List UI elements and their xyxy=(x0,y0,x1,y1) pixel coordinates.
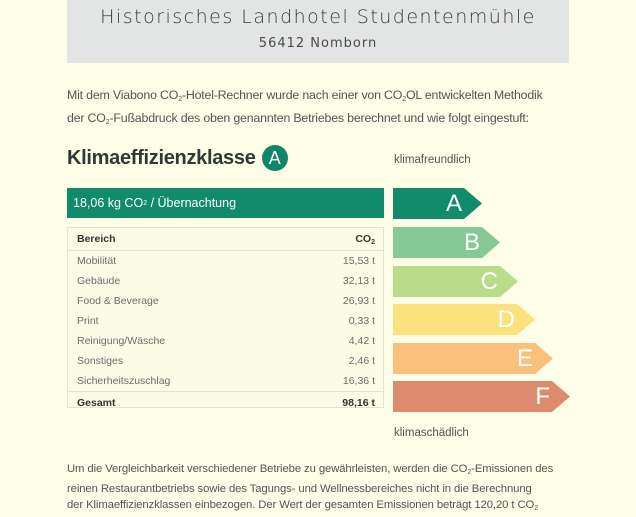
row-label: Food & Beverage xyxy=(77,295,159,307)
class-arrow-b: B xyxy=(393,227,500,258)
table-row: Gebäude 32,13 t xyxy=(68,271,383,291)
footer-text-part: reinen Restaurantbetriebs sowie des Tagu… xyxy=(67,483,532,495)
subscript: 2 xyxy=(143,199,148,207)
intro-text-part: OL entwickelten Methodik xyxy=(405,88,543,102)
row-label: Sicherheitszuschlag xyxy=(77,375,171,387)
co2-unit: / Übernachtung xyxy=(147,196,237,210)
column-header-co2: CO2 xyxy=(355,233,375,246)
footer-text-part: Um die Vergleichbarkeit verschiedener Be… xyxy=(67,463,468,475)
row-value: 4,42 t xyxy=(348,335,375,347)
class-arrow-f: F xyxy=(393,381,570,412)
subscript: 2 xyxy=(402,96,406,103)
row-label: Sonstiges xyxy=(77,355,124,367)
subscript: 2 xyxy=(371,238,375,246)
footer-text-part: -Emissionen des xyxy=(471,463,554,475)
scale-bottom-label: klimaschädlich xyxy=(394,427,469,439)
co2-label: CO xyxy=(355,232,372,245)
hotel-address: 56412 Nomborn xyxy=(258,36,378,51)
class-arrow-c: C xyxy=(393,266,518,297)
footer-text: Um die Vergleichbarkeit verschiedener Be… xyxy=(67,461,572,517)
row-label: Mobilität xyxy=(77,255,117,267)
row-value: 2,46 t xyxy=(348,355,375,367)
total-label: Gesamt xyxy=(77,396,116,409)
hotel-name: Historisches Landhotel Studentenmühle xyxy=(100,6,536,28)
hotel-header: Historisches Landhotel Studentenmühle 56… xyxy=(67,0,569,63)
table-row: Food & Beverage 26,93 t xyxy=(68,291,383,311)
intro-text-part: der CO xyxy=(67,111,106,125)
row-label: Print xyxy=(77,315,99,327)
subscript: 2 xyxy=(534,505,538,512)
efficiency-class-badge: A xyxy=(261,145,288,171)
table-row: Print 0,33 t xyxy=(68,311,383,331)
co2-value: 18,06 kg CO xyxy=(73,196,144,210)
table-row: Mobilität 15,53 t xyxy=(68,251,383,271)
scale-top-label: klimafreundlich xyxy=(394,154,471,166)
row-value: 15,53 t xyxy=(342,255,375,267)
intro-text: Mit dem Viabono CO2-Hotel-Rechner wurde … xyxy=(67,86,572,132)
class-arrow-d: D xyxy=(393,304,535,335)
class-arrow-e: E xyxy=(393,343,553,374)
emissions-table: Bereich CO2 Mobilität 15,53 t Gebäude 32,1… xyxy=(67,227,384,409)
co2-per-night-bar: 18,06 kg CO 2 / Übernachtung xyxy=(67,188,384,218)
row-value: 32,13 t xyxy=(342,275,375,287)
total-value: 98,16 t xyxy=(342,396,375,409)
subscript: 2 xyxy=(178,96,182,103)
table-header-row: Bereich CO2 xyxy=(68,228,383,251)
table-row: Reinigung/Wäsche 4,42 t xyxy=(68,331,383,351)
footer-text-part: der Klimaeffizienzklassen einbezogen. De… xyxy=(67,499,535,511)
row-value: 0,33 t xyxy=(348,315,375,327)
intro-text-part: Mit dem Viabono CO xyxy=(67,88,179,102)
table-row: Sonstiges 2,46 t xyxy=(68,351,383,371)
table-row: Sicherheitszuschlag 16,36 t xyxy=(68,371,383,391)
column-header-bereich: Bereich xyxy=(77,233,116,245)
subscript: 2 xyxy=(467,469,472,476)
efficiency-class-heading: Klimaeffizienzklasse A xyxy=(67,145,288,171)
row-label: Gebäude xyxy=(77,275,121,287)
row-label: Reinigung/Wäsche xyxy=(77,335,166,347)
intro-text-part: -Hotel-Rechner wurde nach einer von CO xyxy=(181,88,403,102)
intro-text-part: -Fußabdruck des oben genannten Betriebes… xyxy=(109,111,529,125)
efficiency-class-title: Klimaeffizienzklasse xyxy=(67,146,256,169)
row-value: 26,93 t xyxy=(342,295,375,307)
subscript: 2 xyxy=(105,119,110,126)
table-total-row: Gesamt 98,16 t xyxy=(68,391,383,413)
row-value: 16,36 t xyxy=(342,375,375,387)
class-arrow-a: A xyxy=(393,188,482,219)
